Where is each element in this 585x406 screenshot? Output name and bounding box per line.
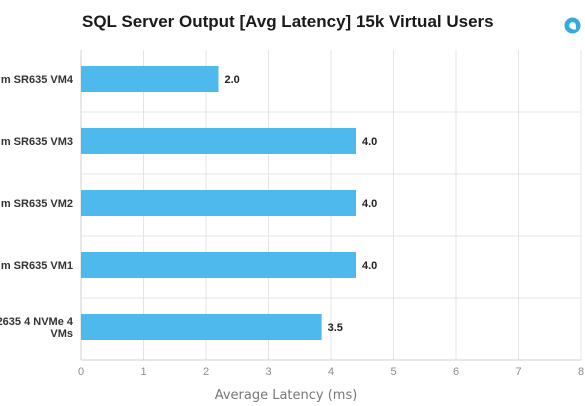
- chart-title: SQL Server Output [Avg Latency] 15k Virt…: [82, 12, 494, 31]
- x-tick-label: 6: [453, 366, 459, 378]
- data-label: 3.5: [328, 322, 343, 334]
- bar: [81, 314, 322, 340]
- category-label: m SR635 VM1: [1, 260, 73, 272]
- data-label: 4.0: [362, 198, 377, 210]
- x-tick-label: 7: [515, 366, 521, 378]
- x-axis-title: Average Latency (ms): [215, 388, 358, 403]
- x-tick-label: 3: [265, 366, 271, 378]
- category-label: 2635 4 NVMe 4: [0, 316, 74, 328]
- bar: [81, 190, 356, 216]
- x-tick-label: 8: [578, 366, 584, 378]
- category-label: m SR635 VM2: [1, 198, 73, 210]
- logo-icon: [564, 17, 581, 34]
- x-tick-label: 0: [78, 366, 84, 378]
- category-label: m SR635 VM3: [1, 136, 73, 148]
- bar: [81, 128, 356, 154]
- data-label: 4.0: [362, 260, 377, 272]
- x-tick-label: 4: [328, 366, 334, 378]
- category-label: m SR635 VM4: [1, 74, 74, 86]
- x-tick-label: 5: [390, 366, 396, 378]
- data-label: 4.0: [362, 136, 377, 148]
- data-label: 2.0: [225, 74, 240, 86]
- bar: [81, 252, 356, 278]
- x-tick-label: 1: [140, 366, 146, 378]
- x-tick-label: 2: [203, 366, 209, 378]
- category-label: VMs: [50, 328, 73, 340]
- bar: [81, 66, 219, 92]
